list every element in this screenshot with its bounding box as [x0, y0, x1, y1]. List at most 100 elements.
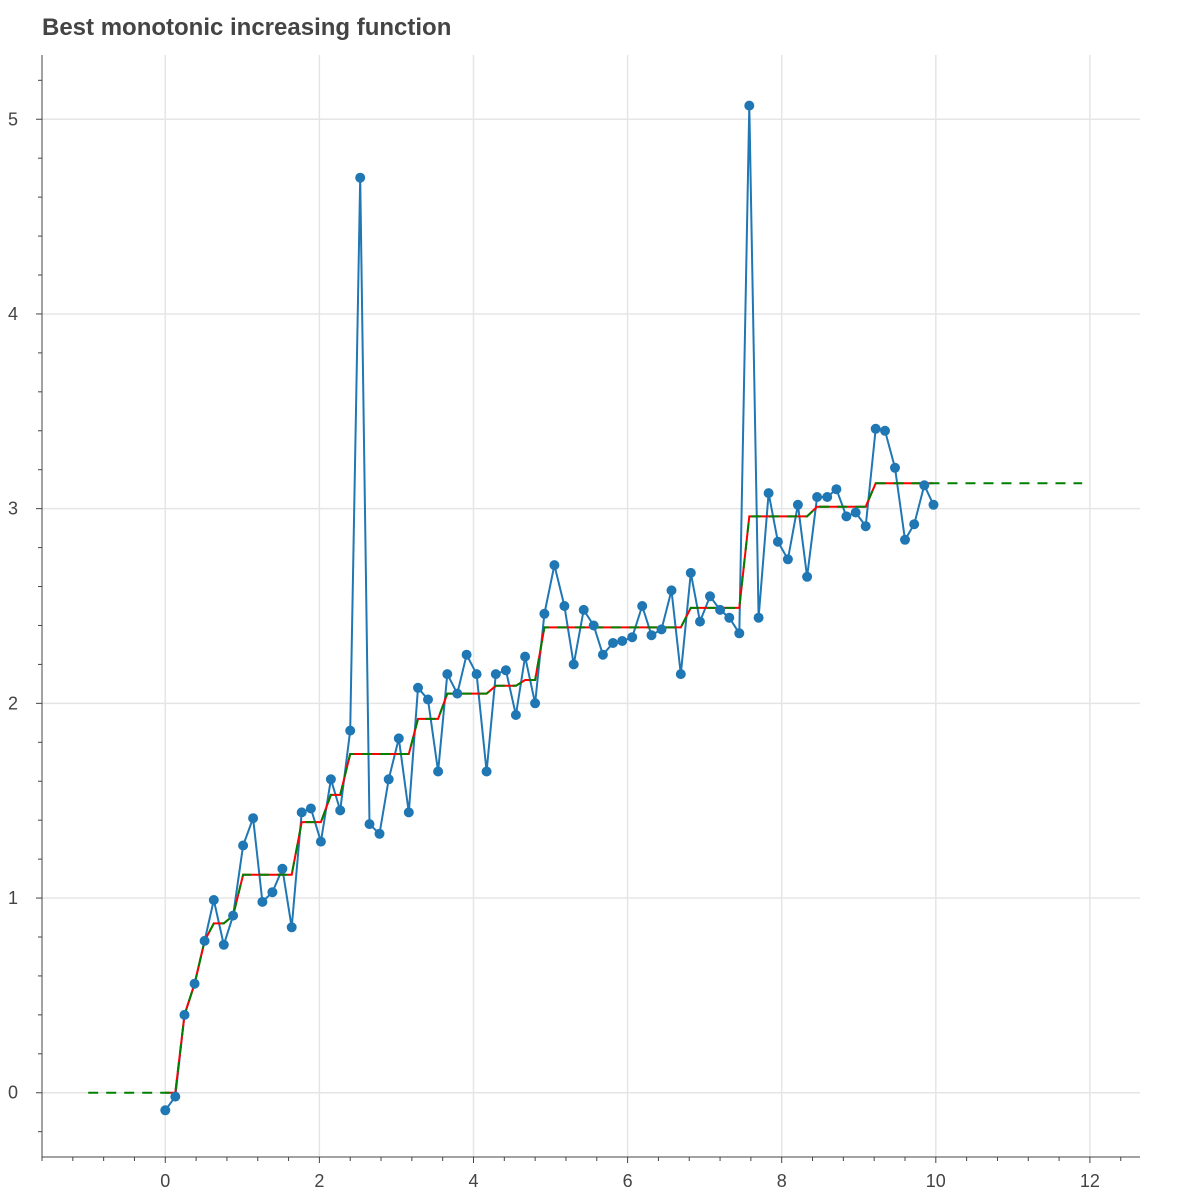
data-point: [238, 840, 249, 851]
data-point: [880, 425, 890, 436]
data-point: [423, 694, 433, 705]
data-point: [812, 492, 823, 502]
data-point: [267, 887, 278, 898]
data-point: [179, 1009, 190, 1020]
data-point: [228, 910, 239, 921]
data-point: [160, 1105, 171, 1116]
y-tick-label: 4: [8, 304, 18, 324]
x-tick-label: 4: [468, 1171, 478, 1191]
x-tick-label: 2: [314, 1171, 324, 1191]
data-point: [753, 612, 764, 623]
data-point: [608, 638, 618, 648]
x-tick-label: 6: [623, 1171, 633, 1191]
data-point: [189, 978, 200, 989]
data-point: [831, 484, 842, 495]
data-point: [510, 710, 521, 720]
x-tick-label: 10: [926, 1171, 946, 1191]
data-point: [646, 630, 657, 641]
plot-area: [88, 100, 1083, 1116]
data-point: [277, 863, 288, 874]
data-point: [170, 1091, 181, 1102]
x-tick-label: 0: [160, 1171, 170, 1191]
chart-title: Best monotonic increasing function: [42, 14, 452, 41]
data-point: [393, 733, 404, 744]
x-tick-label: 12: [1080, 1171, 1100, 1191]
data-point: [627, 632, 638, 643]
data-point: [471, 669, 482, 680]
data-point: [772, 536, 783, 547]
data-point: [782, 554, 793, 565]
data-point: [208, 895, 219, 905]
data-point: [734, 628, 745, 639]
data-point: [802, 571, 813, 582]
data-point: [792, 499, 803, 510]
data-point: [530, 698, 541, 709]
data-point: [500, 665, 511, 676]
data-point: [578, 604, 589, 615]
data-point: [588, 620, 599, 631]
data-point: [403, 807, 414, 818]
data-point: [928, 499, 939, 510]
data-point: [355, 172, 366, 183]
data-point: [481, 766, 492, 777]
data-point: [520, 651, 531, 662]
x-tick-label: 8: [777, 1171, 787, 1191]
data-point: [335, 805, 346, 816]
data-point: [345, 725, 356, 736]
grid-lines: [42, 55, 1140, 1157]
data-point: [248, 813, 259, 824]
data-point: [383, 774, 394, 785]
data-point: [296, 807, 307, 818]
data-point: [656, 624, 667, 635]
data-point: [617, 636, 628, 646]
data-point: [568, 659, 579, 670]
data-point: [909, 519, 920, 530]
y-tick-label: 2: [8, 693, 18, 713]
data-point: [218, 939, 229, 950]
data-point: [549, 560, 560, 571]
data-point: [559, 601, 570, 611]
data-point: [364, 819, 375, 830]
data-point: [715, 604, 726, 615]
data-point: [919, 480, 930, 491]
y-tick-label: 5: [8, 109, 18, 129]
y-tick-label: 0: [8, 1083, 18, 1103]
data-point: [374, 828, 385, 839]
data-point: [442, 669, 453, 680]
y-tick-label: 3: [8, 499, 18, 519]
data-point: [539, 608, 550, 619]
data-point: [315, 836, 326, 847]
data-point: [286, 922, 297, 933]
data-point: [461, 649, 472, 660]
data-point: [433, 766, 444, 777]
data-point: [850, 507, 861, 518]
data-point: [822, 492, 833, 502]
data-point: [900, 534, 910, 545]
data-point: [490, 669, 501, 680]
data-point: [666, 585, 677, 596]
fit-series-line: [165, 482, 934, 1094]
data-point: [305, 803, 316, 814]
interp-series-line: [88, 482, 1083, 1094]
data-point: [724, 612, 735, 623]
data-point: [763, 488, 774, 499]
data-point: [413, 682, 423, 693]
data-point: [452, 688, 463, 699]
data-point: [325, 774, 336, 785]
data-point: [685, 567, 696, 578]
data-point: [199, 935, 210, 946]
data-point: [870, 423, 881, 434]
data-point: [695, 616, 705, 627]
data-point: [860, 521, 871, 532]
data-point: [890, 462, 900, 473]
data-point: [675, 669, 686, 680]
data-point: [705, 591, 715, 602]
data-point: [597, 649, 608, 660]
y-tick-label: 1: [8, 888, 18, 908]
data-point: [637, 601, 648, 611]
data-point: [257, 896, 268, 907]
data-series-line: [164, 105, 935, 1111]
data-point: [744, 100, 755, 111]
